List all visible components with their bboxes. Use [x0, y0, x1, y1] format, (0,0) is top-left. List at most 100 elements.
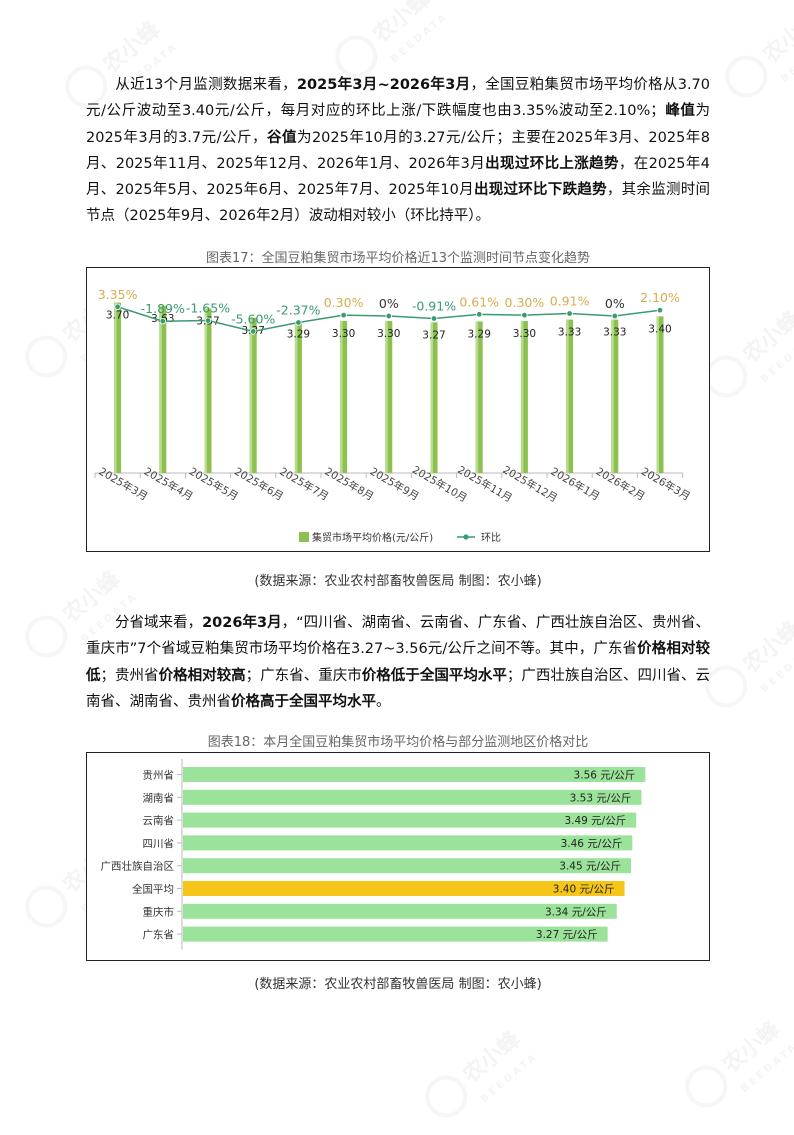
x-tick-label: 2025年3月 [97, 465, 151, 503]
y-tick-label: 广东省 [143, 928, 175, 941]
price-bar-label: 3.29 [468, 328, 491, 340]
price-bar [204, 308, 212, 473]
x-tick-label: 2025年4月 [142, 465, 196, 503]
price-bar-label: 3.30 [332, 328, 355, 340]
region-price-bar [183, 858, 632, 874]
mom-point [340, 311, 347, 319]
y-tick-label: 云南省 [143, 814, 175, 827]
mom-label: -2.37% [276, 303, 320, 318]
price-bar [340, 320, 348, 473]
region-price-bar [183, 767, 646, 782]
x-tick-label: 2025年6月 [232, 465, 286, 503]
price-bar-highlight [114, 302, 117, 473]
price-bar-label: 3.40 [648, 323, 671, 335]
mom-point [611, 312, 618, 320]
price-bar-highlight [159, 305, 162, 473]
price-bar-highlight [611, 319, 614, 473]
region-price-label: 3.49 元/公斤 [564, 815, 626, 827]
price-bar [475, 321, 483, 473]
mom-label: 0.91% [550, 293, 590, 308]
chart18-box: 贵州省 3.56 元/公斤 湖南省 3.53 元/公斤 云南省 3.49 元/公斤 四川省 3… [86, 752, 710, 961]
mom-label: 3.35% [98, 287, 138, 302]
mom-label: 0% [605, 296, 625, 311]
mom-point [159, 317, 166, 325]
y-tick-label: 贵州省 [143, 769, 175, 782]
price-bar [656, 316, 664, 473]
price-bar-label: 3.29 [287, 328, 310, 340]
mom-point [204, 317, 212, 324]
price-bar-highlight [249, 317, 253, 473]
x-tick-label: 2026年2月 [594, 465, 648, 503]
chart18-source: (数据来源：农业农村部畜牧兽医局 制图：农小蜂) [254, 977, 542, 992]
region-price-bar [183, 881, 625, 896]
region-price-label: 3.53 元/公斤 [570, 792, 632, 804]
legend-bar-swatch [299, 532, 309, 542]
price-bar [249, 317, 257, 473]
region-price-label: 3.45 元/公斤 [559, 861, 621, 873]
price-bar [566, 319, 574, 473]
x-tick-label: 2025年5月 [187, 465, 241, 503]
y-tick-label: 湖南省 [143, 791, 175, 804]
mom-point [476, 311, 483, 318]
chart17-svg: 3.702025年3月3.632025年4月3.572025年5月3.37202… [94, 287, 693, 544]
price-bar-highlight [475, 321, 479, 473]
price-bar-label: 3.33 [603, 327, 626, 339]
price-bar [611, 319, 619, 473]
region-price-label: 3.34 元/公斤 [545, 906, 607, 918]
price-bar-highlight [656, 316, 659, 473]
price-bar-label: 3.30 [377, 328, 400, 340]
region-price-label: 3.46 元/公斤 [561, 838, 623, 850]
mom-label: 0.30% [324, 295, 364, 310]
mom-label: 2.10% [640, 290, 680, 305]
region-price-bar [183, 903, 617, 919]
legend-line-marker [463, 534, 469, 540]
price-bar-label: 3.27 [422, 329, 445, 341]
mom-point [385, 312, 392, 320]
y-tick-label: 广西壮族自治区 [101, 860, 175, 873]
chart17-caption: 图表17：全国豆粕集贸市场平均价格近13个监测时间节点变化趋势 [205, 251, 591, 266]
region-price-label: 3.40 元/公斤 [553, 884, 615, 896]
region-price-bar [183, 926, 608, 942]
mom-point [656, 307, 664, 314]
price-bar-highlight [566, 319, 569, 473]
mom-label: -1.65% [186, 301, 230, 316]
x-tick-label: 2025年8月 [323, 465, 377, 503]
mom-point [295, 319, 302, 326]
mom-point [430, 315, 438, 322]
price-bar [294, 321, 302, 473]
x-tick-label: 2025年7月 [277, 465, 331, 503]
price-bar-highlight [340, 320, 343, 473]
chart17-source: (数据来源：农业农村部畜牧兽医局 制图：农小蜂) [254, 574, 542, 589]
mom-label: 0.30% [505, 295, 545, 310]
price-bar-label: 3.30 [513, 328, 536, 340]
paragraph-trend-summary: 从近13个月监测数据来看，2025年3月~2026年3月，全国豆粕集贸市场平均价… [86, 77, 711, 225]
price-bar [430, 322, 438, 473]
price-bar [159, 305, 167, 473]
x-tick-label: 2026年3月 [639, 465, 693, 503]
chart17-box: 3.702025年3月3.632025年4月3.572025年5月3.37202… [86, 267, 710, 552]
mom-label: 0.61% [459, 294, 499, 309]
region-price-label: 3.27 元/公斤 [536, 929, 598, 941]
y-tick-label: 全国平均 [132, 883, 174, 896]
price-bar-label: 3.33 [558, 327, 581, 339]
region-price-bar [183, 812, 637, 828]
price-bar-highlight [385, 320, 388, 473]
price-bar [520, 320, 528, 473]
mom-label: 0% [379, 296, 399, 311]
price-bar [114, 302, 122, 473]
y-tick-label: 四川省 [143, 837, 175, 850]
price-bar-label: 3.70 [106, 310, 129, 322]
chart18-caption: 图表18：本月全国豆粕集贸市场平均价格与部分监测地区价格对比 [207, 735, 589, 750]
legend-line-label: 环比 [481, 532, 501, 544]
paragraph-province-summary: 分省域来看，2026年3月，“四川省、湖南省、云南省、广东省、广西壮族自治区、贵… [86, 615, 711, 710]
mom-point [114, 303, 121, 310]
mom-point [566, 310, 573, 317]
price-bar [385, 320, 393, 473]
price-bar-highlight [520, 320, 524, 473]
mom-point [521, 311, 528, 319]
